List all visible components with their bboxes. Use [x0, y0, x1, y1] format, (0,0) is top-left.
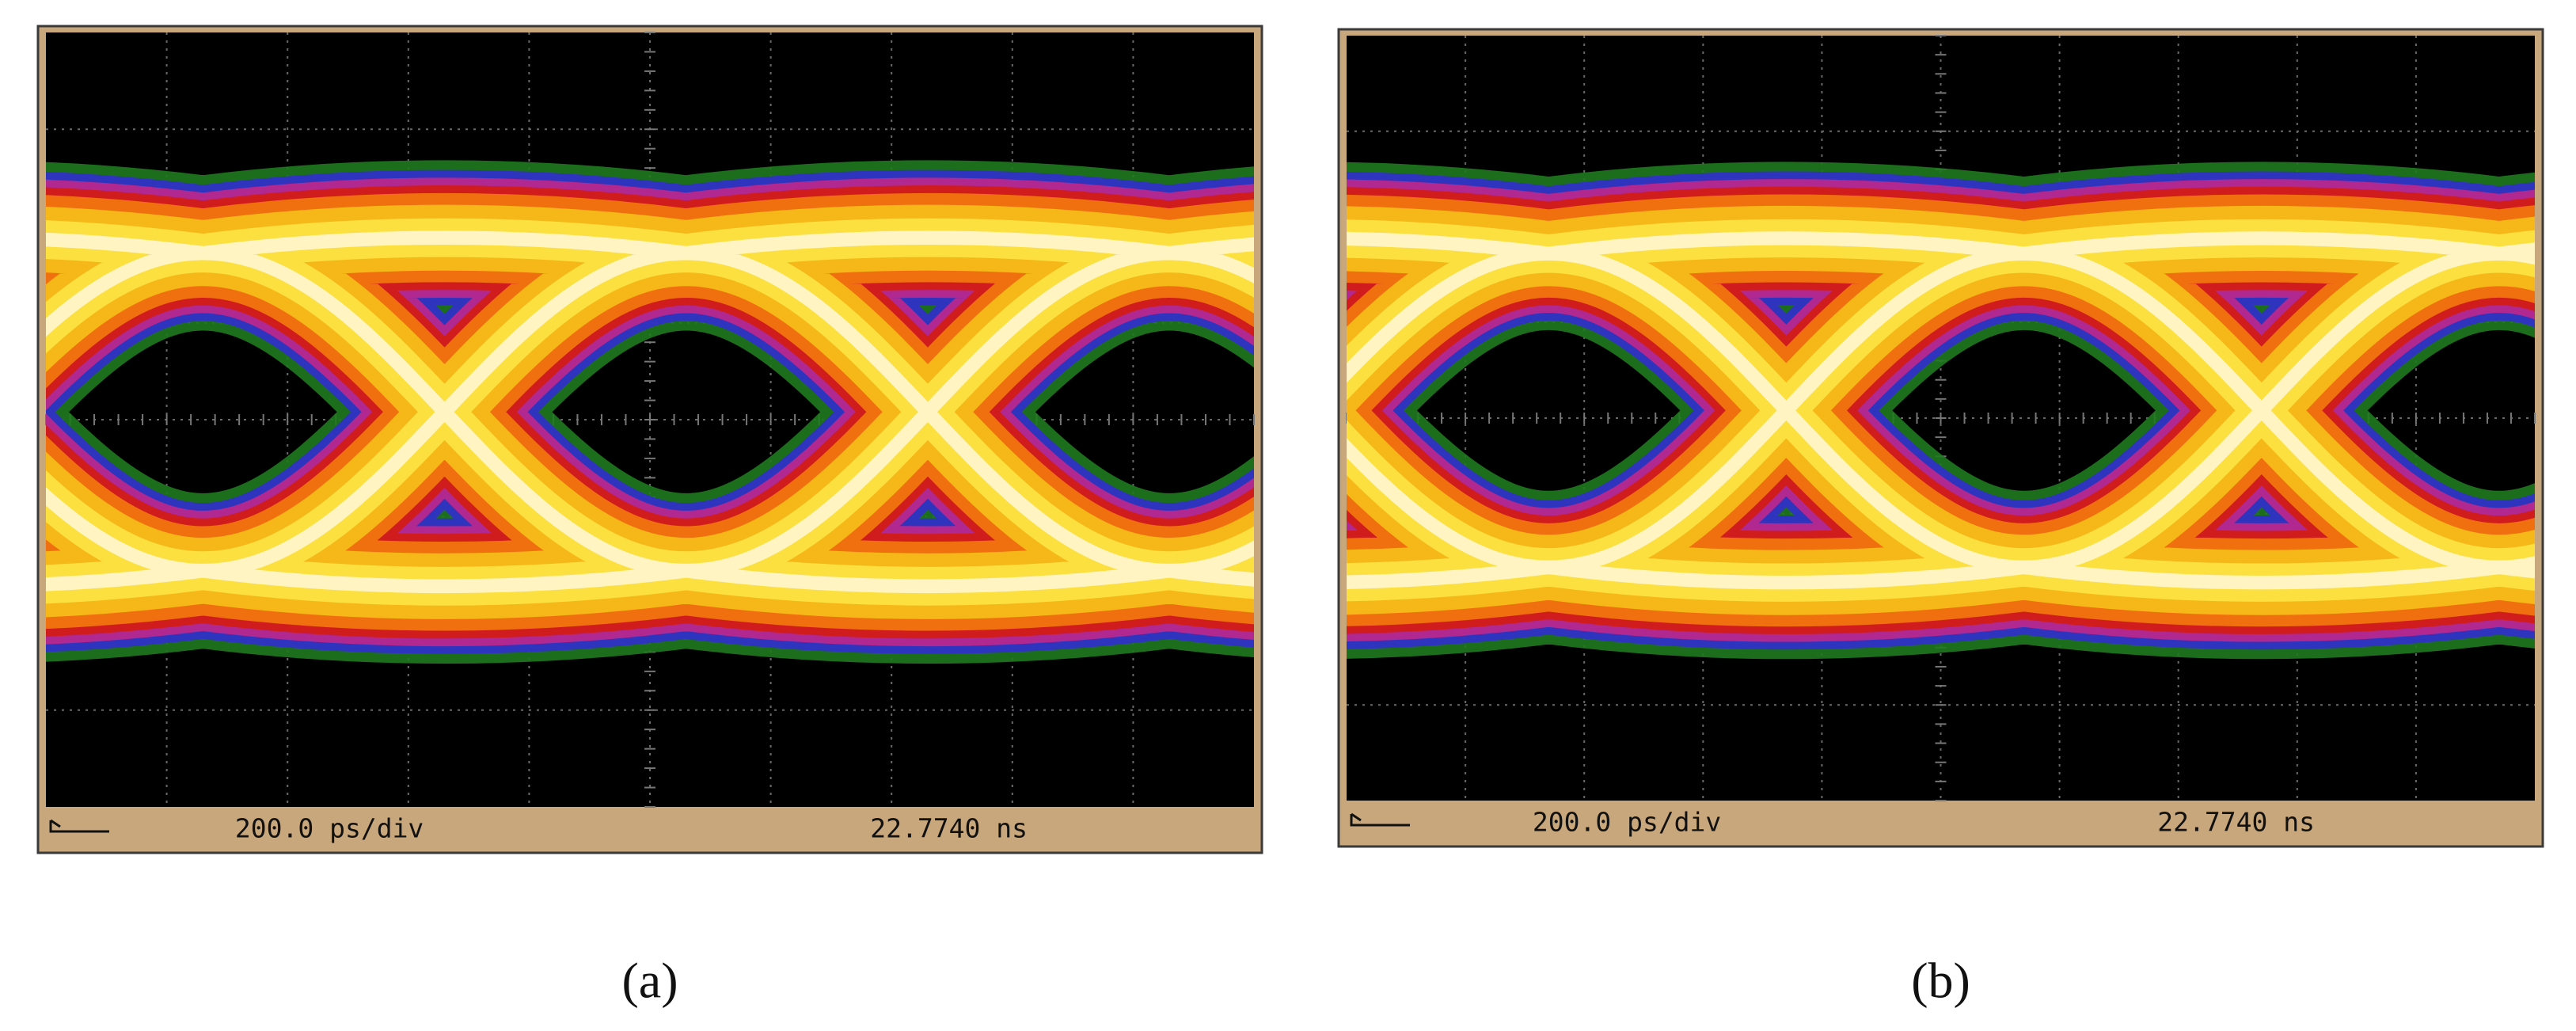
time-position: 22.7740 ns — [2157, 807, 2315, 838]
panel-caption: (a) — [621, 953, 678, 1009]
eye-pattern — [1347, 162, 2535, 660]
scope-panel: 200.0 ps/div 22.7740 ns — [36, 25, 1263, 854]
panel-caption: (b) — [1911, 953, 1970, 1009]
ground-marker — [49, 819, 109, 833]
timebase: 200.0 ps/div — [235, 813, 424, 844]
scope-panel: 200.0 ps/div 22.7740 ns — [1337, 28, 2544, 848]
eye-trace — [1347, 231, 2535, 590]
eye-pattern — [46, 160, 1254, 664]
eye-trace — [46, 230, 1254, 594]
timebase: 200.0 ps/div — [1533, 807, 1721, 838]
time-position: 22.7740 ns — [870, 813, 1028, 844]
ground-marker — [1350, 812, 1410, 827]
